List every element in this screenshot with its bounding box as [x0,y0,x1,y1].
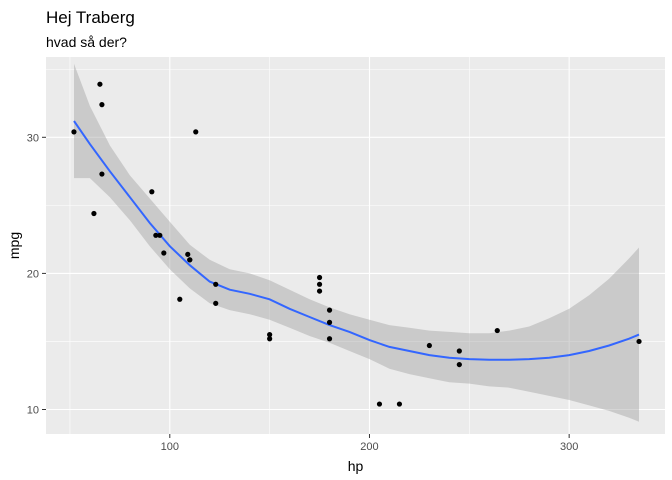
data-point [91,210,97,217]
data-point [636,338,642,345]
data-point [177,296,183,302]
data-point [267,332,273,338]
data-point [426,342,432,349]
data-point [456,348,462,354]
data-point [213,281,219,287]
data-point [316,288,323,294]
x-axis-title: hp [348,458,364,474]
data-point [149,189,155,195]
data-point [213,300,219,306]
minor-gridlines [46,57,665,434]
x-axis-ticks: 100 200 300 [161,434,578,453]
x-tick-label: 300 [560,441,578,453]
data-point [71,129,77,135]
smooth-line [73,120,640,361]
y-axis-ticks: 10 20 30 [27,132,46,417]
data-point [187,257,193,263]
data-point [193,129,199,135]
data-point [494,327,500,334]
y-tick-label: 10 [27,405,39,417]
data-point [97,81,103,87]
y-tick-label: 20 [27,268,39,280]
data-point [456,361,462,368]
plot-panel [46,57,665,434]
x-tick-label: 200 [360,441,378,453]
chart-subtitle: hvad så der? [46,34,127,50]
data-point [185,251,191,257]
data-points [71,81,642,407]
data-point [396,401,403,407]
data-point [157,232,163,238]
data-point [316,281,323,287]
chart-title: Hej Traberg [46,8,135,27]
data-point [316,274,323,281]
data-point [326,319,333,325]
y-tick-label: 30 [27,132,39,144]
data-point [376,401,383,407]
data-point [267,336,273,342]
y-axis-title: mpg [6,232,22,259]
data-point [326,336,333,342]
data-point [326,307,333,313]
x-tick-label: 100 [161,441,179,453]
data-point [161,250,167,256]
data-point [153,232,159,238]
data-point [99,171,105,177]
data-point [99,102,105,108]
